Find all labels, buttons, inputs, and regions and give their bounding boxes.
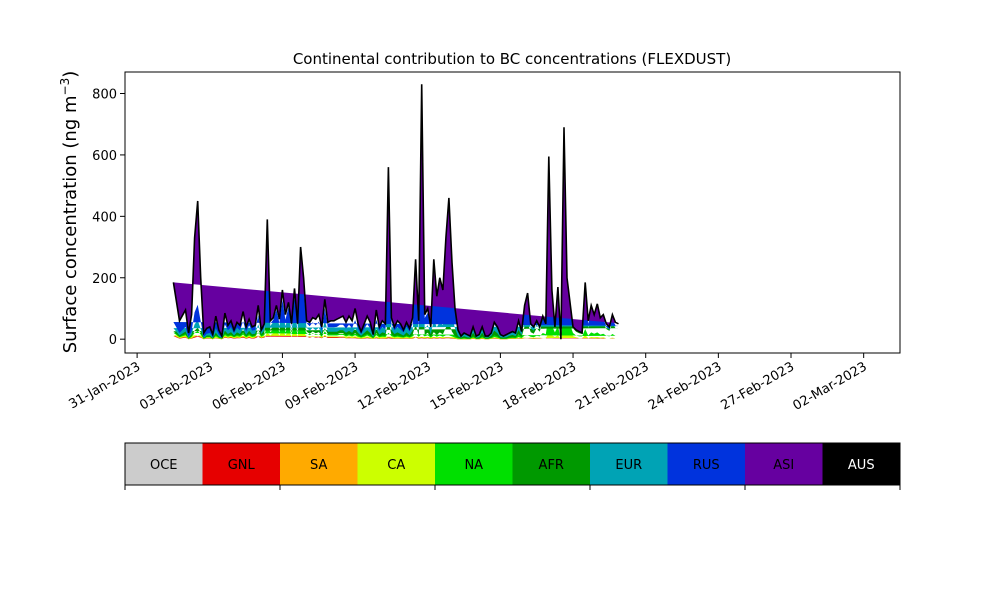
legend-swatch-gnl xyxy=(202,443,281,485)
y-tick-label: 200 xyxy=(92,272,117,287)
total-concentration-line xyxy=(172,84,619,340)
area-asi xyxy=(173,84,619,340)
x-tick-label: 15-Feb-2023 xyxy=(428,359,507,413)
region-colorbar-legend: OCE GNL SA CA NA AFR EUR RUS ASI AUS xyxy=(124,442,901,490)
x-tick-label: 06-Feb-2023 xyxy=(210,359,289,413)
legend-label-na: NA xyxy=(464,458,483,473)
legend-label-sa: SA xyxy=(310,458,327,473)
y-axis-label-sup: −3 xyxy=(58,78,72,96)
legend-swatch-eur xyxy=(590,443,668,485)
legend-swatch-aus xyxy=(822,443,901,485)
x-tick-label: 09-Feb-2023 xyxy=(283,359,362,413)
area-ca xyxy=(173,324,619,340)
legend-swatch-sa xyxy=(280,443,358,485)
stacked-area-layers xyxy=(173,84,619,340)
x-tick-label: 02-Mar-2023 xyxy=(791,359,870,413)
legend-label-asi: ASI xyxy=(773,458,794,473)
legend-label-rus: RUS xyxy=(693,458,720,473)
y-axis-ticks: 0 200 400 600 800 xyxy=(92,87,125,348)
legend-swatch-na xyxy=(435,443,513,485)
legend-swatch-oce xyxy=(125,443,203,485)
x-tick-label: 03-Feb-2023 xyxy=(137,359,216,413)
legend-label-oce: OCE xyxy=(150,458,178,473)
legend-swatch-afr xyxy=(512,443,591,485)
x-axis-ticks: 31-Jan-202303-Feb-202306-Feb-202309-Feb-… xyxy=(67,353,870,414)
y-tick-label: 0 xyxy=(109,333,117,348)
plot-frame xyxy=(124,71,901,354)
area-na xyxy=(173,308,619,340)
chart-title: Continental contribution to BC concentra… xyxy=(293,50,731,68)
legend-label-afr: AFR xyxy=(539,458,564,473)
x-tick-label: 27-Feb-2023 xyxy=(718,359,797,413)
y-tick-label: 800 xyxy=(92,87,117,102)
y-tick-label: 600 xyxy=(92,149,117,164)
legend-swatch-asi xyxy=(745,443,823,485)
legend-frame xyxy=(124,442,901,486)
x-tick-label: 31-Jan-2023 xyxy=(67,359,144,412)
legend-label-eur: EUR xyxy=(615,458,642,473)
y-tick-label: 400 xyxy=(92,210,117,225)
y-axis-label-tail: ) xyxy=(60,71,81,78)
legend-swatch-ca xyxy=(357,443,436,485)
y-axis-label: Surface concentration (ng m−3) xyxy=(58,71,81,354)
x-tick-label: 21-Feb-2023 xyxy=(573,359,652,413)
y-axis-label-main: Surface concentration (ng m xyxy=(60,95,81,353)
x-tick-label: 12-Feb-2023 xyxy=(355,359,434,413)
legend-label-gnl: GNL xyxy=(228,458,256,473)
legend-label-ca: CA xyxy=(387,458,405,473)
x-tick-label: 24-Feb-2023 xyxy=(646,359,725,413)
legend-label-aus: AUS xyxy=(848,458,875,473)
area-gnl xyxy=(173,326,619,340)
x-tick-label: 18-Feb-2023 xyxy=(501,359,580,413)
legend-swatch-rus xyxy=(667,443,746,485)
